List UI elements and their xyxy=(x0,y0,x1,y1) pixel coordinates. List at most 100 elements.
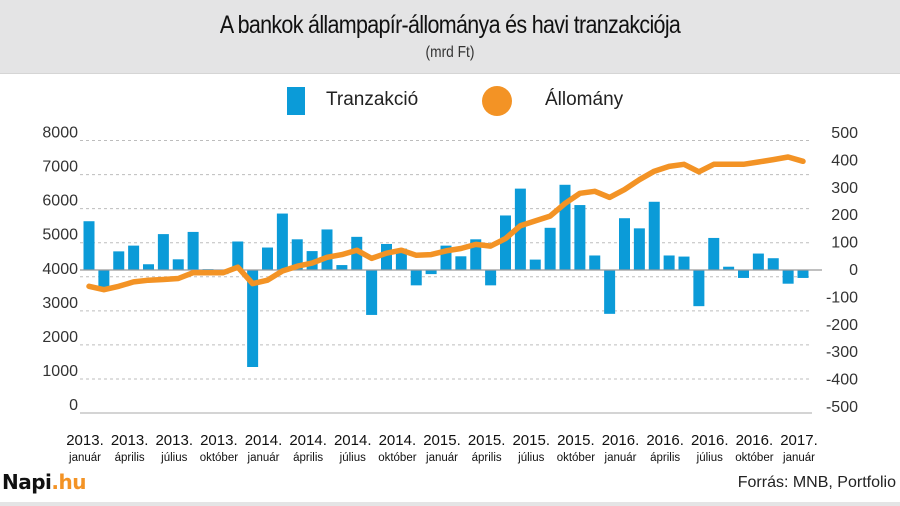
right-axis-ticks: 500 400 300 200 100 0 -100 -200 -300 -400 -500 xyxy=(826,125,858,416)
bar xyxy=(440,245,452,270)
bar xyxy=(351,236,363,270)
napi-logo[interactable]: Napi.hu xyxy=(2,470,86,494)
x-tick-month: április xyxy=(472,452,502,464)
bar xyxy=(455,256,467,270)
x-tick-year: 2015. xyxy=(468,432,506,449)
x-tick-year: 2015. xyxy=(423,432,461,449)
chart-subtitle: (mrd Ft) xyxy=(425,44,475,61)
bar xyxy=(708,237,720,270)
right-tick-label: -200 xyxy=(826,317,858,334)
x-tick-month: október xyxy=(557,452,596,464)
legend: Tranzakció Állomány xyxy=(0,86,900,116)
bar xyxy=(663,255,675,270)
bar xyxy=(767,258,779,270)
x-tick-year: 2013. xyxy=(111,432,149,449)
x-tick-month: április xyxy=(293,452,323,464)
left-tick-label: 2000 xyxy=(42,329,78,346)
bar xyxy=(336,265,348,270)
bar xyxy=(381,243,392,270)
x-tick-month: április xyxy=(115,452,145,464)
right-tick-label: 500 xyxy=(831,125,858,142)
x-tick-year: 2013. xyxy=(155,432,193,449)
bar xyxy=(693,270,705,307)
right-tick-label: 0 xyxy=(849,262,858,279)
x-tick-year: 2015. xyxy=(557,432,595,449)
bar xyxy=(291,239,303,270)
x-tick-month: október xyxy=(735,452,774,464)
footer-bar xyxy=(0,502,900,506)
bar xyxy=(559,184,571,270)
right-tick-label: -300 xyxy=(826,344,858,361)
x-tick-month: július xyxy=(517,452,544,464)
x-tick-month: október xyxy=(200,452,239,464)
right-tick-label: -500 xyxy=(826,399,858,416)
bar xyxy=(157,234,169,270)
bar xyxy=(500,215,511,270)
bar xyxy=(98,270,110,289)
bar xyxy=(797,270,809,278)
left-tick-label: 5000 xyxy=(42,227,78,244)
chart-header: A bankok állampapír-állománya és havi tr… xyxy=(0,0,900,74)
bar xyxy=(425,270,437,275)
bar xyxy=(366,270,378,315)
line-series-allomany xyxy=(86,154,806,293)
logo-suffix: .hu xyxy=(51,470,86,494)
bar xyxy=(470,239,482,270)
bar xyxy=(619,218,630,270)
bar xyxy=(128,245,140,270)
bar xyxy=(410,270,422,286)
x-tick-year: 2014. xyxy=(245,432,283,449)
x-tick-year: 2014. xyxy=(379,432,417,449)
bar xyxy=(113,251,125,270)
chart-title: A bankok állampapír-állománya és havi tr… xyxy=(219,11,681,39)
bar xyxy=(232,241,244,270)
right-tick-label: -100 xyxy=(826,289,858,306)
x-tick-year: 2015. xyxy=(512,432,550,449)
legend-swatch-tranzakcio xyxy=(287,87,305,115)
bar xyxy=(172,259,184,270)
bar xyxy=(604,270,616,314)
bar xyxy=(738,270,749,278)
right-tick-label: 400 xyxy=(831,152,858,169)
bar xyxy=(574,205,586,270)
right-tick-label: 100 xyxy=(831,235,858,252)
bar xyxy=(782,270,794,284)
bar xyxy=(529,259,541,270)
legend-label-tranzakcio: Tranzakció xyxy=(326,89,419,110)
bar xyxy=(247,270,259,367)
legend-label-allomany: Állomány xyxy=(545,89,624,110)
x-tick-year: 2013. xyxy=(66,432,104,449)
x-tick-month: január xyxy=(425,452,458,464)
left-tick-label: 7000 xyxy=(42,159,78,176)
x-tick-month: április xyxy=(650,452,680,464)
left-tick-label: 4000 xyxy=(42,261,78,278)
bar xyxy=(143,264,154,270)
x-tick-month: július xyxy=(696,452,723,464)
bar xyxy=(83,221,95,270)
bar xyxy=(648,201,660,270)
bar xyxy=(678,256,690,270)
bar xyxy=(752,253,764,270)
x-tick-year: 2016. xyxy=(691,432,729,449)
right-tick-label: 300 xyxy=(831,180,858,197)
x-tick-year: 2016. xyxy=(736,432,774,449)
left-tick-label: 0 xyxy=(69,397,78,414)
x-tick-month: január xyxy=(68,452,101,464)
right-tick-label: -400 xyxy=(826,372,858,389)
x-tick-year: 2016. xyxy=(646,432,684,449)
bar xyxy=(276,213,288,270)
x-tick-month: január xyxy=(604,452,637,464)
logo-main: Napi xyxy=(2,470,52,494)
x-tick-year: 2016. xyxy=(602,432,640,449)
x-axis-ticks: 2013. január 2013. április 2013. július 2013. o… xyxy=(66,432,818,464)
bar xyxy=(187,231,199,270)
left-tick-label: 6000 xyxy=(42,193,78,210)
x-tick-month: október xyxy=(378,452,417,464)
left-tick-label: 1000 xyxy=(42,363,78,380)
bar xyxy=(485,270,497,286)
x-tick-year: 2017. xyxy=(780,432,818,449)
right-tick-label: 200 xyxy=(831,207,858,224)
legend-swatch-allomany xyxy=(482,86,512,116)
left-tick-label: 8000 xyxy=(42,125,78,142)
